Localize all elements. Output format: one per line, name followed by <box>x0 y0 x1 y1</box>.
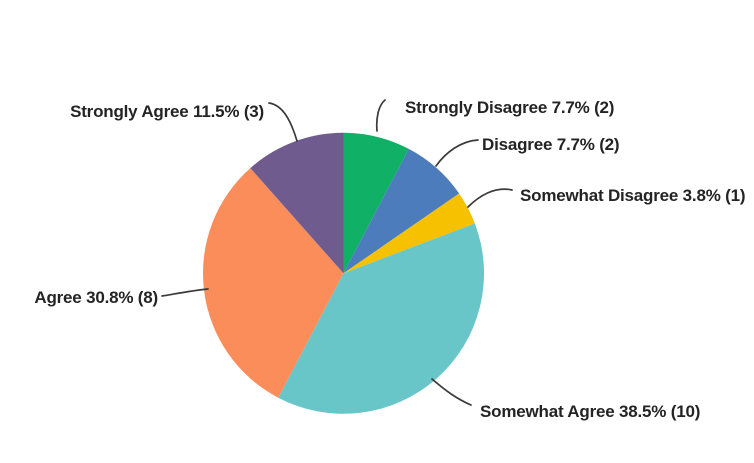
slice-label-somewhat-disagree: Somewhat Disagree 3.8% (1) <box>520 186 746 205</box>
slice-label-strongly-disagree: Strongly Disagree 7.7% (2) <box>405 98 615 117</box>
pie-slice-somewhat-disagree <box>343 193 475 274</box>
pie-slice-strongly-disagree <box>343 132 409 274</box>
pie-slice-agree <box>202 168 344 398</box>
pie-slice-disagree <box>343 148 460 274</box>
slice-label-somewhat-agree: Somewhat Agree 38.5% (10) <box>480 402 701 421</box>
leader-line-somewhat-agree <box>431 378 472 406</box>
leader-line-somewhat-disagree <box>467 188 513 208</box>
slice-label-agree: Agree 30.8% (8) <box>34 288 158 307</box>
slice-label-disagree: Disagree 7.7% (2) <box>482 135 620 154</box>
leader-line-agree <box>161 288 209 297</box>
pie-slice-strongly-agree <box>250 132 344 274</box>
slice-label-strongly-agree: Strongly Agree 11.5% (3) <box>70 102 264 121</box>
leader-line-disagree <box>435 139 479 167</box>
pie-slices <box>202 132 484 414</box>
leader-lines <box>161 99 513 406</box>
pie-slice-somewhat-agree <box>278 223 484 414</box>
leader-line-strongly-disagree <box>375 99 386 132</box>
leader-line-strongly-agree <box>268 102 298 142</box>
